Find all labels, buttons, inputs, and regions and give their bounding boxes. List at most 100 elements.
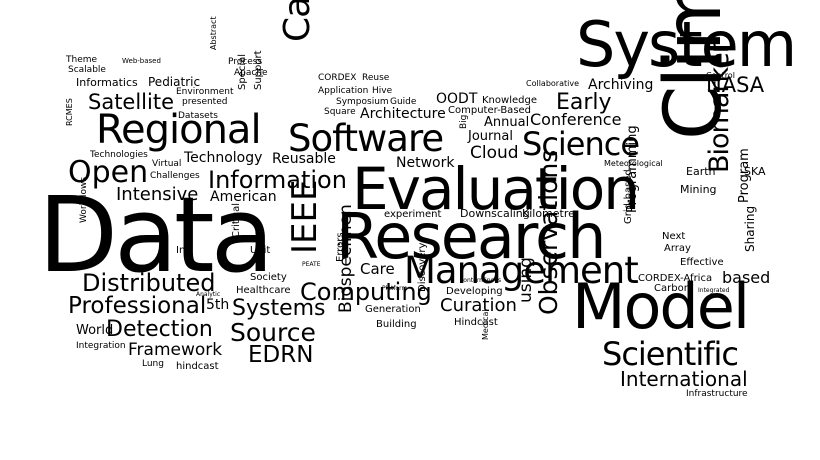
word-medical: Medical (481, 309, 490, 340)
word-infrastructure: Infrastructure (686, 389, 748, 399)
word-scientific: Scientific (602, 335, 739, 373)
word-annual: Annual (484, 115, 530, 130)
word-edrn: EDRN (248, 342, 314, 368)
word-presented: presented (182, 97, 228, 107)
word-ska: SKA (744, 165, 766, 178)
word-mining: Mining (680, 183, 717, 196)
word-early: Early (556, 90, 612, 115)
word-international: International (620, 367, 748, 391)
word-information: Information (208, 166, 347, 194)
word-archiving: Archiving (588, 77, 654, 93)
word-technology: Technology (184, 150, 263, 166)
word-square: Square (324, 107, 356, 117)
word-informatics: Informatics (76, 76, 138, 89)
word-reusable: Reusable (272, 151, 336, 167)
word-special: Special (237, 53, 248, 90)
word-detection: Detection (106, 317, 213, 342)
word-evaluation: Evaluation (352, 155, 640, 223)
word-source: Source (230, 318, 316, 347)
word-experiment: experiment (384, 209, 442, 220)
word-earth: Earth (686, 165, 716, 178)
word-reuse: Reuse (362, 73, 390, 83)
word-regional: Regional (96, 107, 262, 153)
word-hive: Hive (372, 86, 393, 96)
word-oodt: OODT (436, 91, 478, 107)
word-web-based: Web-based (122, 57, 161, 65)
word-datasets: Datasets (178, 111, 218, 121)
word-observations: Observations (534, 149, 563, 315)
word-lung: Lung (142, 359, 164, 369)
word-cloud: Cloud (470, 143, 519, 163)
word-apache: Apache (234, 68, 268, 78)
word-abstract: Abstract (209, 16, 218, 50)
word-architecture: Architecture (360, 106, 446, 122)
word-collaborative: Collaborative (526, 79, 580, 88)
word-curation: Curation (440, 295, 517, 316)
word-integrated: Integrated (698, 287, 730, 294)
word-sharing: Sharing (743, 205, 757, 252)
word-based: based (722, 268, 771, 287)
word-peate: PEATE (302, 261, 321, 268)
word-environment: Environment (176, 87, 234, 97)
word-care: Care (360, 260, 395, 278)
word-distributed: Distributed (82, 269, 216, 297)
word-rcmes: RCMES (65, 98, 74, 126)
word-theme: Theme (66, 55, 98, 65)
word-errors: Errors (335, 232, 346, 262)
word-workflows: Workflows (79, 176, 89, 223)
word-research: Research (336, 200, 606, 273)
word-effective: Effective (680, 257, 724, 268)
word-network: Network (396, 155, 455, 171)
word-technologies: Technologies (90, 150, 148, 160)
word-american: American (210, 189, 277, 205)
word-meteorological: Meteorological (604, 159, 663, 168)
word-generation: Generation (365, 304, 421, 315)
word-guide: Guide (390, 97, 417, 107)
word-open: Open (68, 155, 149, 190)
word-nasa: NASA (706, 73, 765, 97)
word-conterminous: conterminous (460, 277, 502, 284)
word-symposium: Symposium (336, 97, 389, 107)
word-unit: Unit (250, 245, 271, 256)
word-management: Management (404, 249, 639, 292)
word-conference: Conference (530, 110, 622, 129)
word-application: Application (318, 86, 369, 96)
word-framework: Framework (128, 340, 223, 360)
word-cancer: Cancer (277, 0, 318, 42)
word-process: Process (228, 57, 263, 67)
word-model: Model (572, 270, 750, 343)
word-intensive: Intensive (116, 184, 199, 205)
word-software: Software (288, 117, 444, 160)
word-kilometre: Kilometre (522, 207, 575, 220)
word-hindcast-cap: Hindcast (454, 317, 498, 328)
word-integration: Integration (76, 341, 126, 351)
word-healthcare: Healthcare (236, 285, 291, 296)
word-cordex-africa: CORDEX-Africa (638, 273, 713, 284)
word-next: Next (662, 231, 686, 242)
word-array: Array (664, 243, 691, 254)
word-intl: Intl (176, 245, 192, 256)
word-control: Control (706, 71, 735, 80)
word-cordex: CORDEX (318, 73, 357, 83)
word-computer-based: Computer-Based (448, 105, 532, 116)
word-data: Data (38, 174, 274, 296)
word-virtual: Virtual (152, 159, 182, 169)
word-systems: Systems (232, 296, 326, 321)
word-society: Society (250, 272, 287, 283)
word-discovery: Discovery (417, 242, 428, 292)
word-downscaling: Downscaling (460, 207, 530, 220)
word-scalable: Scalable (68, 65, 106, 75)
word-challenges: Challenges (150, 171, 200, 181)
word-world: World (76, 323, 114, 338)
word-professional: Professional (68, 293, 207, 319)
word-developing: Developing (446, 286, 503, 297)
word-satellite: Satellite (88, 90, 175, 114)
word-analytic: Analytic (196, 291, 221, 298)
word-support: Support (253, 50, 264, 90)
word-building: Building (376, 319, 417, 330)
word-science: Science (522, 125, 640, 163)
word-carbon: Carbon (654, 283, 691, 294)
word-using: using (516, 257, 536, 303)
word-system: System (576, 8, 797, 81)
